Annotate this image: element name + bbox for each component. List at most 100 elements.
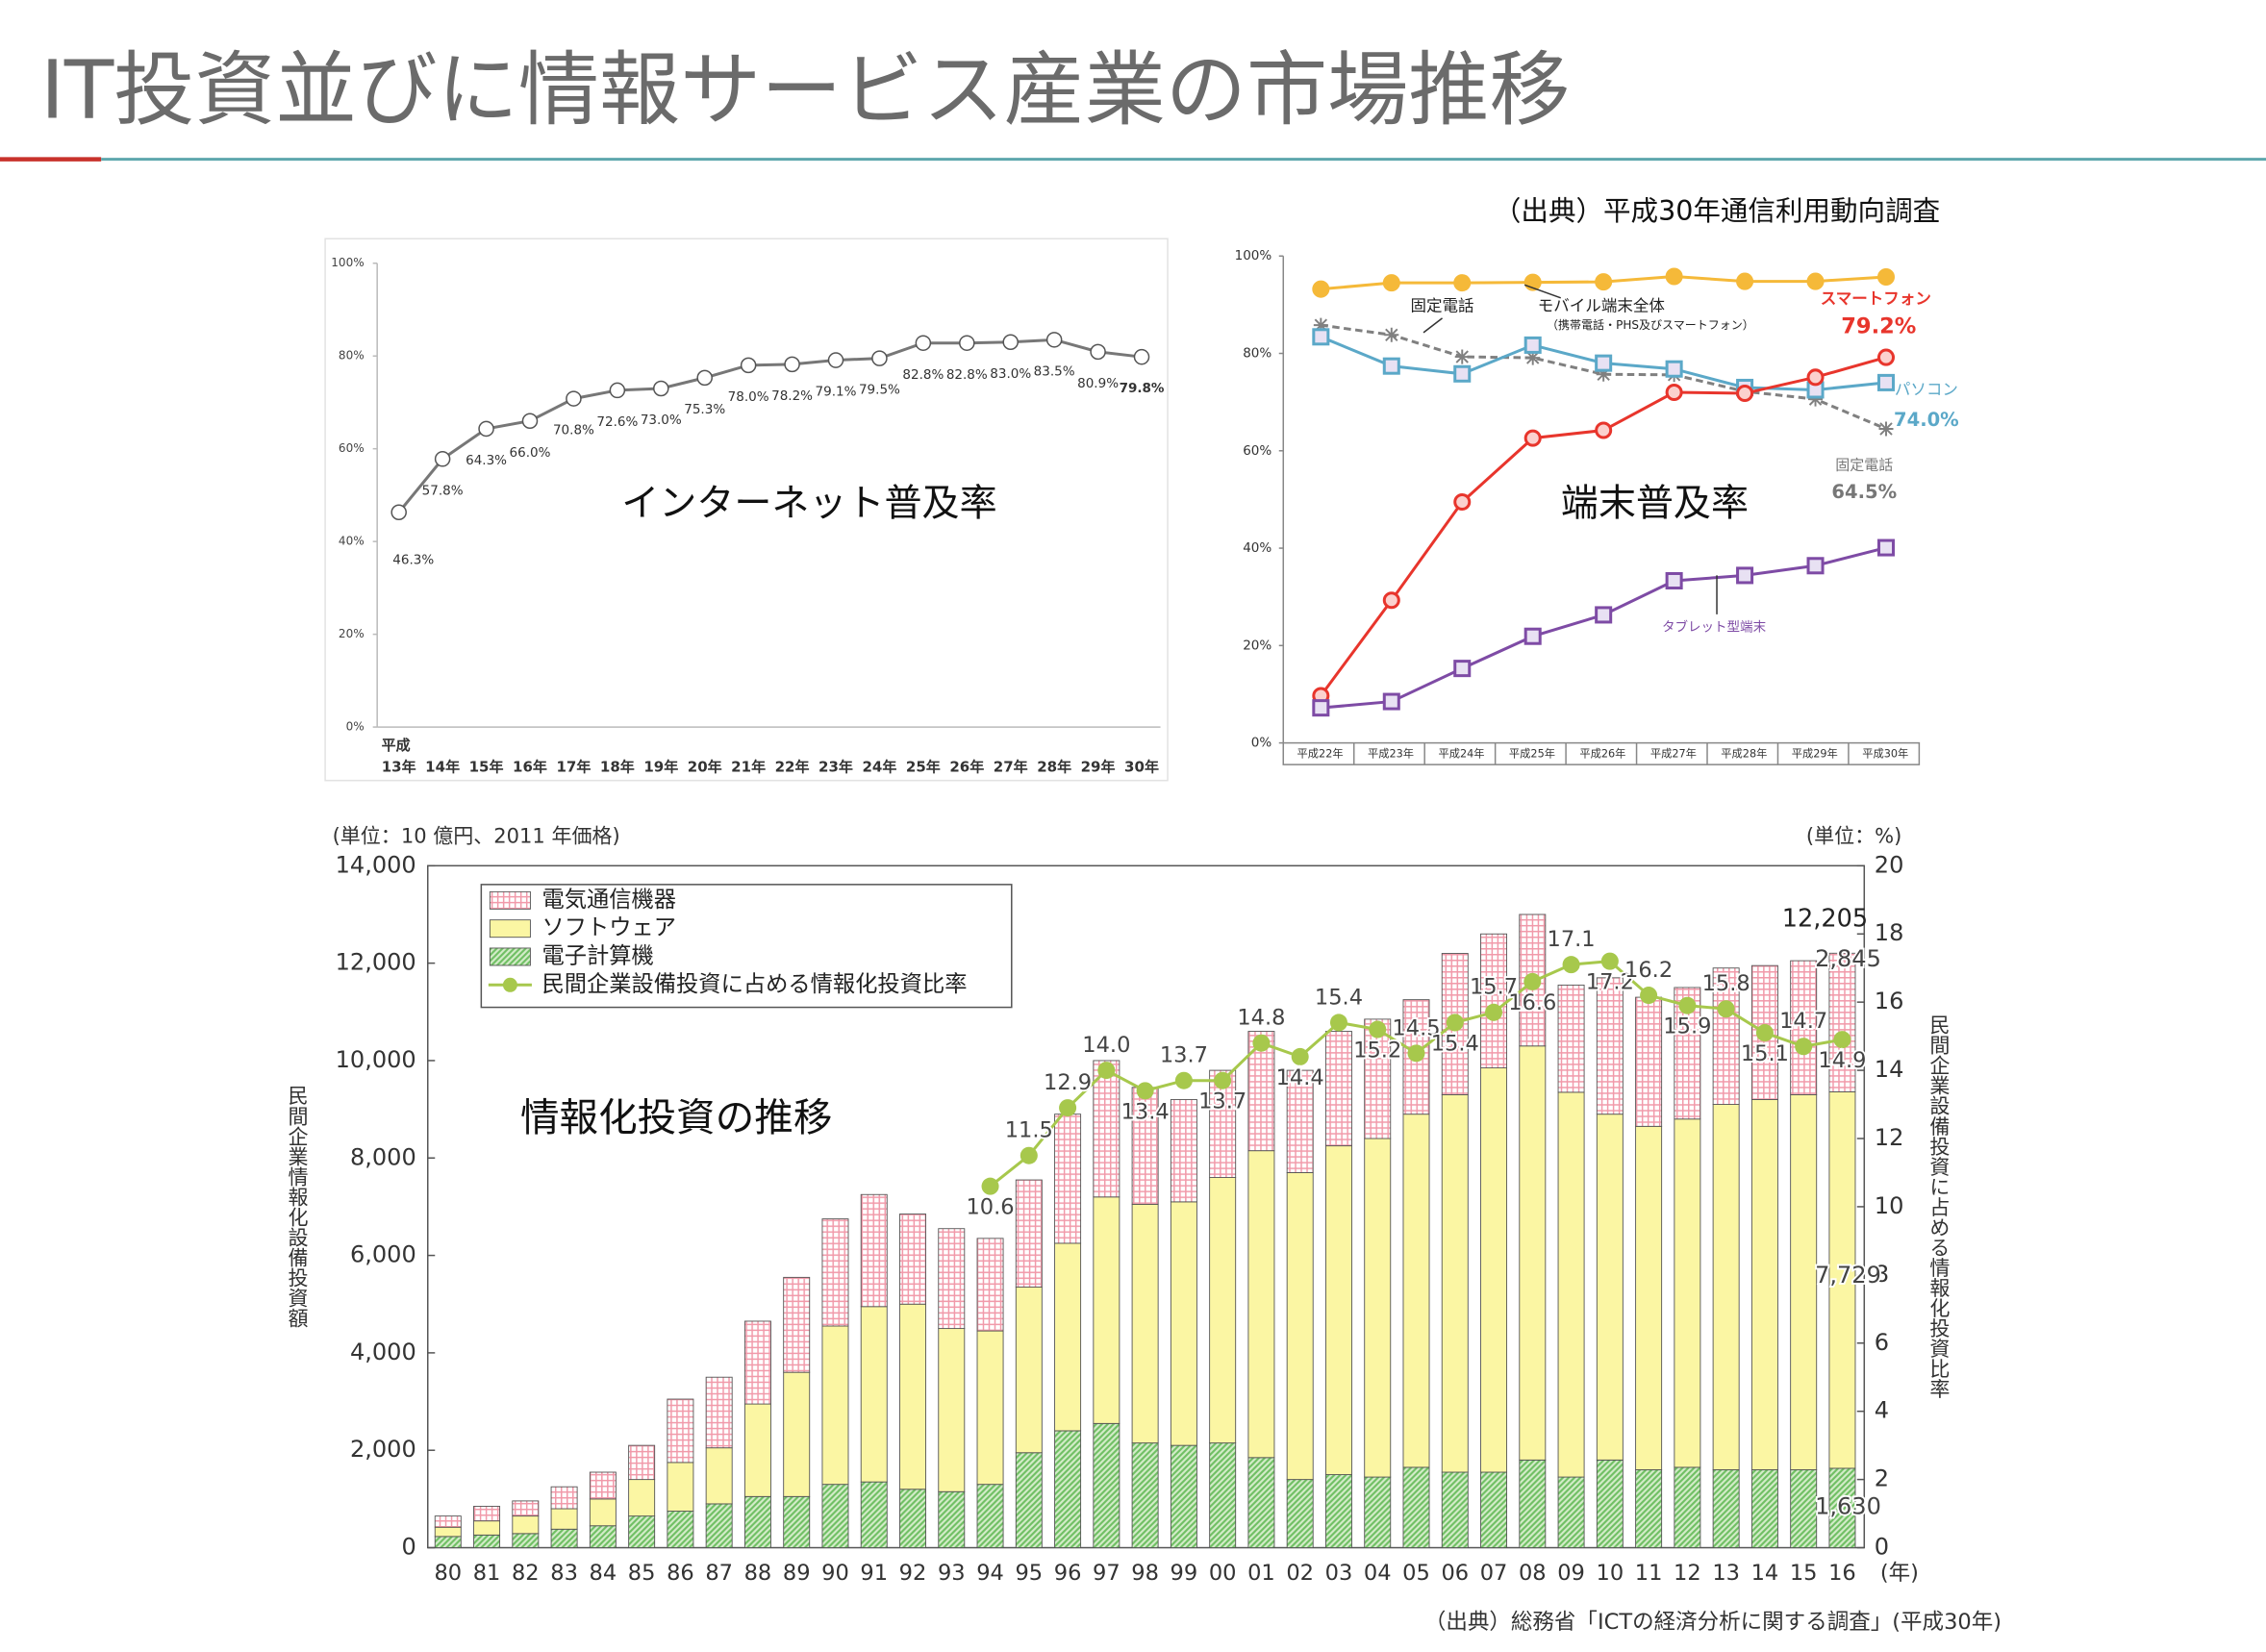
point xyxy=(1453,274,1472,292)
bar-segment xyxy=(512,1515,540,1535)
y-tick-label: 6,000 xyxy=(350,1241,416,1268)
point xyxy=(1133,348,1150,365)
bar-segment xyxy=(1324,1145,1352,1475)
x-tick-label: 平成28年 xyxy=(1721,747,1767,761)
y-tick-label: 14,000 xyxy=(336,851,416,878)
point xyxy=(1665,384,1683,402)
point xyxy=(1523,336,1542,354)
point xyxy=(827,352,844,368)
data-label: 75.3% xyxy=(684,402,725,417)
bar-segment xyxy=(1635,1125,1663,1470)
leader xyxy=(1523,284,1562,299)
data-label: 82.8% xyxy=(902,367,944,383)
y-tick-label: 60% xyxy=(339,441,365,455)
leader xyxy=(1423,317,1444,334)
bar-segment xyxy=(1015,1452,1043,1548)
y2-tick-label: 12 xyxy=(1875,1124,1904,1151)
bar-segment xyxy=(512,1533,540,1548)
x-tick-label: 13 xyxy=(1712,1561,1740,1586)
ratio-label: 15.4 xyxy=(1315,985,1363,1010)
x-tick-label: 98 xyxy=(1131,1561,1159,1586)
point xyxy=(1736,272,1754,290)
ratio-point xyxy=(1059,1099,1077,1117)
bar-segment xyxy=(434,1515,462,1528)
bar-segment xyxy=(860,1306,888,1483)
y2-tick-label: 18 xyxy=(1875,919,1904,946)
x-tick-label: 99 xyxy=(1171,1561,1198,1586)
ratio-label: 14.0 xyxy=(1082,1033,1130,1058)
data-label: 83.5% xyxy=(1034,363,1075,379)
x-tick-label: 26年 xyxy=(949,759,984,776)
ratio-point xyxy=(1717,1000,1735,1018)
bar-segment xyxy=(1015,1179,1043,1288)
x-tick-label: 97 xyxy=(1093,1561,1120,1586)
bar-segment xyxy=(1131,1442,1159,1548)
y2-tick-label: 20 xyxy=(1875,851,1904,878)
x-tick-label: 11 xyxy=(1635,1561,1663,1586)
data-label: 78.2% xyxy=(771,388,813,404)
y-tick-label: 80% xyxy=(1243,346,1271,362)
data-label: 80.9% xyxy=(1077,376,1119,391)
point xyxy=(1665,360,1683,378)
bar-segment xyxy=(550,1508,578,1530)
bar-segment xyxy=(1557,984,1585,1093)
bar-segment xyxy=(1170,1444,1197,1548)
bar-segment xyxy=(1557,1091,1585,1478)
ratio-point xyxy=(1369,1020,1387,1039)
x-tick-label: 15年 xyxy=(469,759,504,776)
bar-segment xyxy=(1247,1457,1275,1548)
ratio-point xyxy=(1136,1082,1154,1100)
point xyxy=(1313,317,1328,333)
bar-segment xyxy=(473,1506,501,1522)
bar-segment xyxy=(473,1534,501,1548)
point xyxy=(1453,492,1472,511)
point xyxy=(1595,606,1613,624)
point xyxy=(1525,350,1541,365)
point xyxy=(1595,354,1613,372)
bar-segment xyxy=(743,1320,771,1405)
bar-segment xyxy=(1712,1104,1740,1470)
ratio-point xyxy=(1252,1034,1271,1052)
legend-dot xyxy=(502,977,517,992)
bar-segment xyxy=(1402,1114,1430,1468)
x-tick-label: 88 xyxy=(744,1561,772,1586)
bar-segment xyxy=(976,1484,1004,1548)
bar-segment xyxy=(1635,1469,1663,1548)
x-tick-label: 30年 xyxy=(1124,759,1159,776)
legend-frame xyxy=(480,884,1013,1009)
point xyxy=(1806,368,1825,387)
data-label: 66.0% xyxy=(510,445,551,461)
x-tick-label: 15 xyxy=(1790,1561,1818,1586)
bar-segment xyxy=(1674,1118,1701,1468)
bar-segment xyxy=(1596,1114,1624,1461)
data-label: 73.0% xyxy=(641,413,682,428)
source: （出典）総務省「ICTの経済分析に関する調査」(平成30年) xyxy=(1424,1610,2002,1635)
x-tick-label: 81 xyxy=(473,1561,501,1586)
data-label: 2,845 xyxy=(1815,945,1881,972)
x-tick-label: 23年 xyxy=(818,759,853,776)
bar-segment xyxy=(1480,1471,1508,1548)
data-label: 79.5% xyxy=(859,383,900,398)
bar-segment xyxy=(1054,1430,1082,1548)
point xyxy=(434,451,451,467)
x-tick-label: 96 xyxy=(1054,1561,1082,1586)
point xyxy=(1876,373,1896,391)
x-tick-label: 95 xyxy=(1015,1561,1043,1586)
x-tick-label: 91 xyxy=(860,1561,888,1586)
bar-segment xyxy=(1480,1067,1508,1473)
y-tick-label: 10,000 xyxy=(336,1046,416,1073)
x-tick-label: 平成27年 xyxy=(1650,747,1697,761)
bar-segment xyxy=(743,1495,771,1548)
bar-segment xyxy=(1364,1018,1392,1139)
bar-segment xyxy=(743,1403,771,1497)
ratio-point xyxy=(1523,972,1542,990)
data-label: 1,630 xyxy=(1815,1492,1881,1519)
point xyxy=(1665,267,1683,286)
bar-segment xyxy=(1790,960,1818,1095)
x-tick-label: 85 xyxy=(628,1561,656,1586)
slide-title: IT投資並びに情報サービス産業の市場推移 xyxy=(40,42,1570,137)
ratio-label: 16.6 xyxy=(1508,990,1556,1015)
data-label: 78.0% xyxy=(728,389,769,405)
ratio-label: 16.2 xyxy=(1624,958,1673,983)
